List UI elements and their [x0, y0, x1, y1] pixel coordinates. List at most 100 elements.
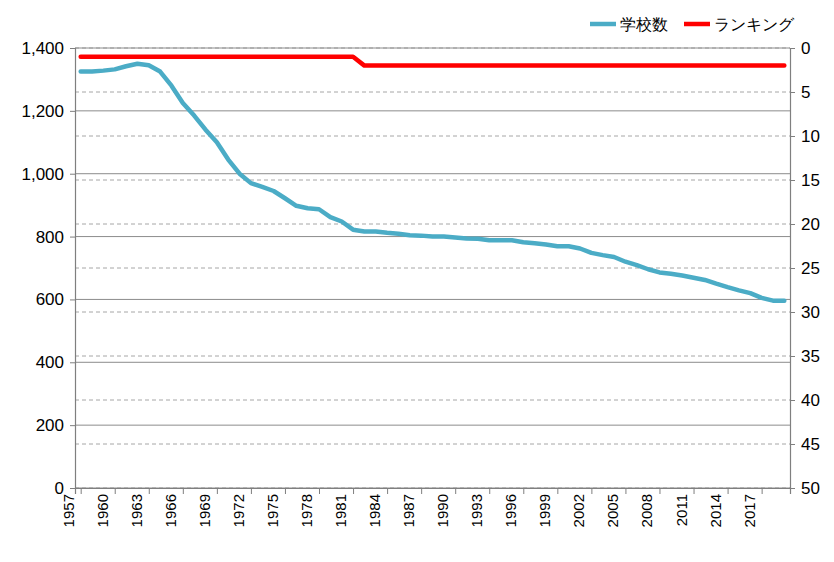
tick-mark [790, 356, 795, 357]
tick-mark [319, 488, 320, 494]
tick-label: 1972 [230, 494, 247, 527]
tick: 1999 [536, 488, 558, 527]
grid-line [75, 180, 790, 181]
tick: 200 [36, 416, 75, 435]
tick-label: 1987 [400, 494, 417, 527]
grid-line [75, 92, 790, 93]
tick-label: 2011 [673, 494, 690, 526]
plot: 02004006008001,0001,2001,400051015202530… [21, 39, 819, 527]
tick-mark [790, 136, 795, 137]
tick-mark [115, 488, 116, 494]
tick: 1963 [128, 488, 149, 527]
tick-mark [70, 299, 75, 300]
tick-mark [790, 92, 795, 93]
tick-mark [70, 174, 75, 175]
tick-mark [557, 488, 558, 494]
tick-label: 1,400 [21, 39, 64, 58]
tick: 35 [790, 347, 820, 366]
tick-label: 1,200 [21, 102, 64, 121]
tick-mark [70, 111, 75, 112]
tick: 30 [790, 303, 820, 322]
tick-label: 2005 [604, 494, 621, 527]
tick: 15 [790, 171, 820, 190]
legend-item: 学校数 [590, 16, 668, 33]
grid-line [75, 312, 790, 313]
tick-mark [81, 488, 82, 494]
tick-mark [489, 488, 490, 494]
tick-label: 1975 [264, 494, 281, 527]
tick: 1972 [230, 488, 252, 527]
tick-mark [762, 488, 763, 494]
tick: 1,400 [21, 39, 75, 58]
tick-label: 35 [801, 347, 820, 366]
legend-label: ランキング [714, 16, 795, 33]
axis: 05101520253035404550 [790, 39, 820, 498]
tick-label: 15 [801, 171, 820, 190]
tick: 20 [790, 215, 820, 234]
tick-mark [625, 488, 626, 494]
tick-label: 1960 [94, 494, 111, 527]
tick-label: 2002 [570, 494, 587, 527]
grid-line [75, 425, 790, 426]
tick-mark [70, 362, 75, 363]
tick-mark [149, 488, 150, 494]
grid-line [75, 299, 790, 300]
tick-label: 45 [801, 435, 820, 454]
tick: 1,200 [21, 102, 75, 121]
series-line [81, 57, 785, 66]
tick-mark [70, 425, 75, 426]
tick-mark [183, 488, 184, 494]
tick: 1,000 [21, 165, 75, 184]
tick-label: 800 [36, 228, 64, 247]
tick-label: 1969 [196, 494, 213, 527]
series-group [81, 57, 785, 301]
tick-mark [790, 400, 795, 401]
tick: 1978 [298, 488, 320, 527]
tick: 1996 [502, 488, 524, 527]
tick-mark [70, 237, 75, 238]
tick: 2002 [570, 488, 592, 527]
grid-line [75, 444, 790, 445]
tick-label: 1996 [502, 494, 519, 527]
chart: 02004006008001,0001,2001,400051015202530… [0, 0, 834, 562]
tick-label: 1966 [162, 494, 179, 527]
tick-mark [591, 488, 592, 494]
tick: 1969 [196, 488, 218, 527]
tick-mark [790, 268, 795, 269]
tick-label: 1,000 [21, 165, 64, 184]
tick: 2005 [604, 488, 626, 527]
tick-label: 5 [801, 83, 810, 102]
tick-mark [790, 48, 795, 49]
tick-label: 1957 [60, 494, 77, 527]
tick-mark [353, 488, 354, 494]
tick-mark [70, 488, 75, 489]
grid-line [75, 400, 790, 401]
tick: 1984 [366, 488, 388, 527]
tick: 40 [790, 391, 820, 410]
tick-mark [790, 180, 795, 181]
legend-item: ランキング [684, 16, 795, 33]
tick-label: 2014 [707, 494, 724, 527]
tick: 1957 [60, 488, 82, 527]
tick: 400 [36, 353, 75, 372]
series-line [81, 64, 785, 301]
tick-label: 400 [36, 353, 64, 372]
tick: 1990 [434, 488, 456, 527]
tick-mark [70, 48, 75, 49]
grid-line [75, 268, 790, 269]
grid-line [75, 173, 790, 174]
tick-mark [523, 488, 524, 494]
axis: 02004006008001,0001,2001,400 [21, 39, 75, 498]
tick: 2008 [638, 488, 660, 527]
tick-mark [455, 488, 456, 494]
tick: 50 [790, 479, 820, 498]
grid-line [75, 48, 790, 49]
tick: 1975 [264, 488, 286, 527]
axis-line [76, 489, 791, 495]
grid-line [75, 356, 790, 357]
tick: 1987 [400, 488, 422, 527]
tick-label: 50 [801, 479, 820, 498]
tick: 2011 [673, 488, 695, 526]
tick-label: 1990 [434, 494, 451, 527]
tick-mark [421, 488, 422, 494]
